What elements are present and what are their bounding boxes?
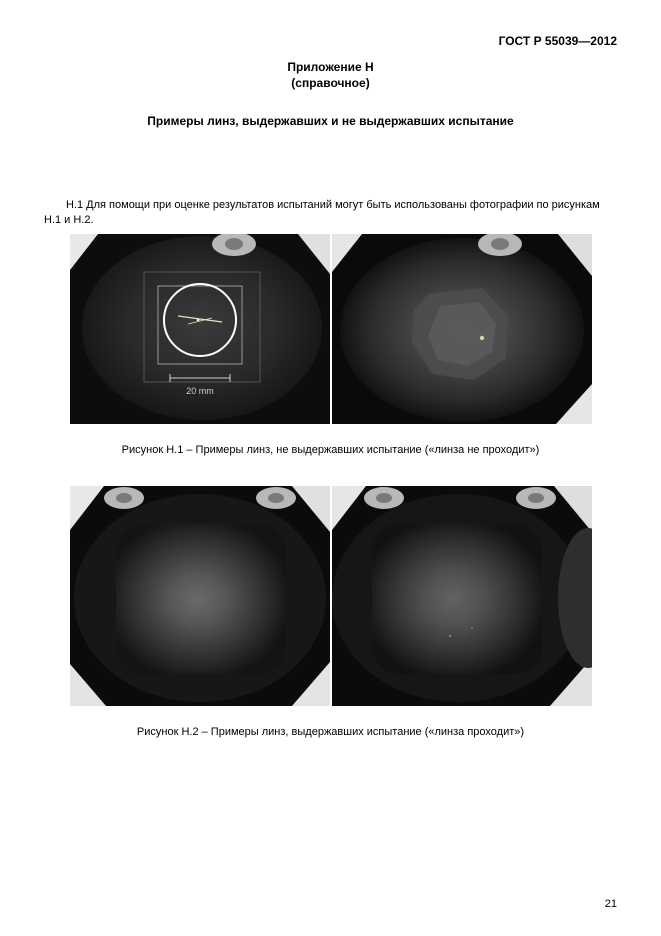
appendix-type: (справочное) (44, 76, 617, 90)
scale-label: 20 mm (186, 386, 214, 396)
figure-h1-left: 20 mm (70, 234, 330, 424)
page-number: 21 (605, 898, 617, 910)
figure-h2-right (332, 486, 592, 706)
intro-paragraph: Н.1 Для помощи при оценке результатов ис… (44, 198, 617, 228)
figure-h1-caption: Рисунок Н.1 – Примеры линз, не выдержавш… (44, 444, 617, 456)
page: ГОСТ Р 55039—2012 Приложение Н (справочн… (0, 0, 661, 936)
figure-h1-row: 20 mm (44, 234, 617, 424)
figure-h2-row (44, 486, 617, 706)
figure-h2-left (70, 486, 330, 706)
figure-h2-caption: Рисунок Н.2 – Примеры линз, выдержавших … (44, 726, 617, 738)
figure-h1-right (332, 234, 592, 424)
appendix-letter: Приложение Н (44, 58, 617, 76)
document-id: ГОСТ Р 55039—2012 (44, 34, 617, 48)
section-title: Примеры линз, выдержавших и не выдержавш… (44, 114, 617, 128)
